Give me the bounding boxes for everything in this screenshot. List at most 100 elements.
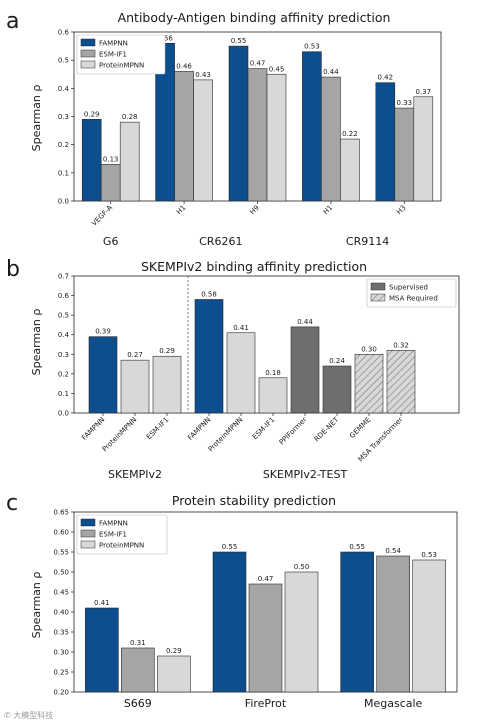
y-tick-label-b: 0.6 <box>58 292 70 300</box>
data-label-b: 0.24 <box>329 357 345 365</box>
y-tick-label-a: 0.4 <box>58 85 70 93</box>
data-label-c: 0.55 <box>222 543 238 551</box>
group-label-b: SKEMPIv2 <box>108 468 162 481</box>
data-label-b: 0.58 <box>201 290 217 298</box>
bar-a-FAMPNN <box>81 119 102 202</box>
data-label-a: 0.33 <box>397 99 413 107</box>
bar-c-FAMPNN <box>340 551 374 693</box>
group-label-a: G6 <box>103 235 119 248</box>
data-label-a: 0.55 <box>231 37 247 45</box>
bar-a-ProteinMPNN <box>413 96 434 202</box>
data-label-b: 0.18 <box>265 369 281 377</box>
data-label-a: 0.53 <box>304 43 320 51</box>
bar-a-FAMPNN <box>228 45 249 202</box>
legend-label-c: ProteinMPNN <box>99 542 144 550</box>
data-label-a: 0.42 <box>378 74 394 82</box>
x-tick-label-b: PPIFormer <box>278 416 309 447</box>
legend-label-b: MSA Required <box>389 295 438 303</box>
panel-c-plot: 0.20 0.25 0.30 0.35 0.40 0.45 0.50 0.55 0.60 0.65… <box>53 509 458 710</box>
bar-c-ESM-IF1 <box>121 647 155 693</box>
bar-a-ESM-IF1 <box>247 68 268 202</box>
y-tick-label-b: 0.5 <box>58 312 69 320</box>
legend-b <box>366 278 457 308</box>
y-axis-label-c: Spearman ρ <box>30 572 43 639</box>
x-tick-label-a: H9 <box>248 204 261 217</box>
y-tick-label-a: 0.2 <box>58 141 69 149</box>
data-label-b: 0.27 <box>127 351 143 359</box>
y-tick-label-a: 0.1 <box>58 169 69 177</box>
bar-a-ProteinMPNN <box>119 121 140 202</box>
x-tick-label-b: FAMPNN <box>186 416 212 442</box>
legend-label-a: FAMPNN <box>99 40 128 48</box>
panel-b-plot: 0.00.10.20.30.40.50.60.70.39FAMPNN0.27Pr… <box>58 273 460 481</box>
bar-c-ESM-IF1 <box>376 555 410 693</box>
bar-b-GEMME <box>354 353 384 414</box>
y-tick-label-a: 0.3 <box>58 113 69 121</box>
y-tick-label-c: 0.65 <box>53 509 69 517</box>
data-label-c: 0.53 <box>421 551 437 559</box>
data-label-a: 0.44 <box>323 68 339 76</box>
group-label-b: SKEMPIv2-TEST <box>263 468 348 481</box>
bar-c-FAMPNN <box>212 551 247 693</box>
data-label-b: 0.39 <box>95 328 111 336</box>
y-tick-label-b: 0.2 <box>58 370 69 378</box>
data-label-a: 0.56 <box>157 34 173 42</box>
data-label-a: 0.13 <box>103 155 119 163</box>
legend-label-a: ESM-IF1 <box>99 51 127 59</box>
legend-c <box>76 514 168 555</box>
bar-c-ESM-IF1 <box>248 583 283 693</box>
y-tick-label-c: 0.25 <box>53 669 69 677</box>
legend-label-c: ESM-IF1 <box>99 531 127 539</box>
x-tick-label-b: FAMPNN <box>80 416 106 442</box>
data-label-a: 0.46 <box>176 62 192 70</box>
data-label-c: 0.55 <box>349 543 365 551</box>
panel-letter-a: a <box>6 9 19 34</box>
y-tick-label-a: 0.0 <box>58 198 69 206</box>
x-tick-label-a: H1 <box>322 204 335 217</box>
y-tick-label-c: 0.55 <box>53 549 69 557</box>
bar-b-ProteinMPNN <box>226 332 256 414</box>
x-tick-label-a: H1 <box>175 204 188 217</box>
data-label-b: 0.41 <box>233 324 249 332</box>
legend-label-c: FAMPNN <box>99 520 128 528</box>
y-tick-label-c: 0.60 <box>53 529 69 537</box>
bar-b-FAMPNN <box>88 336 118 414</box>
x-tick-label-b: ESM-IF1 <box>145 416 170 441</box>
data-label-b: 0.32 <box>393 341 409 349</box>
bar-a-ProteinMPNN <box>193 79 213 202</box>
legend-swatch-a <box>80 38 96 47</box>
legend-swatch-a <box>80 49 96 58</box>
legend-label-b: Supervised <box>389 284 428 292</box>
legend-swatch-a <box>80 60 96 69</box>
data-label-b: 0.44 <box>297 318 313 326</box>
data-label-a: 0.43 <box>195 71 211 79</box>
chart-title-c: Protein stability prediction <box>172 493 336 508</box>
data-label-a: 0.45 <box>269 65 285 73</box>
y-axis-label-b: Spearman ρ <box>30 309 43 376</box>
data-label-c: 0.47 <box>258 575 274 583</box>
data-label-b: 0.30 <box>361 345 377 353</box>
bar-a-ProteinMPNN <box>340 138 360 202</box>
data-label-a: 0.22 <box>342 130 358 138</box>
y-tick-label-a: 0.6 <box>58 29 70 37</box>
legend-label-a: ProteinMPNN <box>99 62 144 70</box>
data-label-a: 0.47 <box>250 60 266 68</box>
x-category-label-c: Megascale <box>364 697 423 710</box>
bar-a-ESM-IF1 <box>394 107 415 202</box>
data-label-c: 0.31 <box>130 639 146 647</box>
bar-a-ESM-IF1 <box>100 164 121 202</box>
bar-a-ProteinMPNN <box>266 73 287 202</box>
legend-swatch-c <box>80 540 96 549</box>
x-tick-label-a: VEGF-A <box>90 204 114 228</box>
data-label-a: 0.28 <box>122 113 138 121</box>
bar-b-ESM-IF1 <box>258 377 288 414</box>
legend-swatch-b <box>370 282 386 291</box>
chart-title-a: Antibody-Antigen binding affinity predic… <box>118 10 391 25</box>
y-tick-label-b: 0.4 <box>58 331 70 339</box>
bar-c-FAMPNN <box>85 607 119 693</box>
bar-b-PPIFormer <box>290 326 320 414</box>
data-label-c: 0.50 <box>294 563 310 571</box>
bar-b-RDE-NET <box>322 365 352 414</box>
y-tick-label-c: 0.35 <box>53 629 69 637</box>
